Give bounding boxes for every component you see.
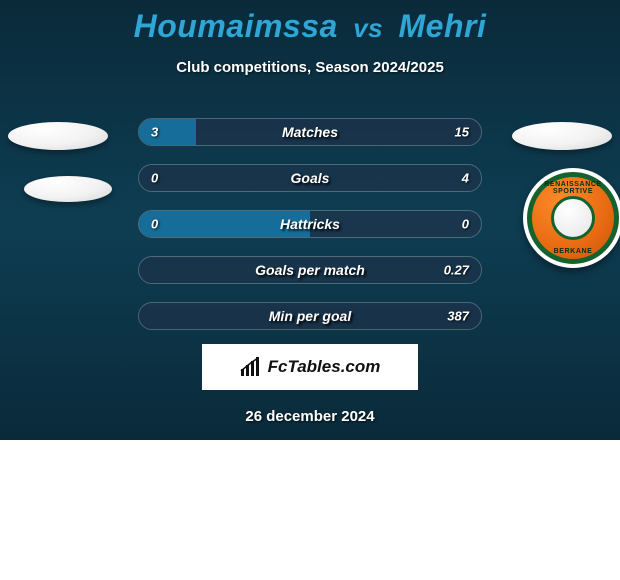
- avatar-placeholder-left-1: [8, 122, 108, 150]
- stat-label: Hattricks: [280, 216, 340, 232]
- subtitle: Club competitions, Season 2024/2025: [0, 59, 620, 76]
- stat-label: Matches: [282, 124, 338, 140]
- brand-box[interactable]: FcTables.com: [202, 344, 418, 390]
- club-badge: RENAISSANCE SPORTIVE BERKANE: [523, 168, 620, 268]
- player2-name: Mehri: [399, 8, 487, 44]
- brand-bars-icon: [240, 357, 264, 377]
- vs-text: vs: [353, 13, 383, 43]
- avatar-placeholder-right: [512, 122, 612, 150]
- stat-value-left: 0: [151, 171, 158, 186]
- club-badge-ring: RENAISSANCE SPORTIVE BERKANE: [527, 172, 619, 264]
- stat-bar-right: [196, 119, 481, 145]
- title: Houmaimssa vs Mehri: [0, 0, 620, 45]
- stat-row: 3 Matches 15: [138, 118, 482, 146]
- stat-value-left: 0: [151, 217, 158, 232]
- player1-name: Houmaimssa: [134, 8, 338, 44]
- stat-label: Min per goal: [269, 308, 351, 324]
- stat-row: Goals per match 0.27: [138, 256, 482, 284]
- stat-value-right: 0: [462, 217, 469, 232]
- stat-value-right: 4: [462, 171, 469, 186]
- stat-label: Goals per match: [255, 262, 365, 278]
- stat-row: Min per goal 387: [138, 302, 482, 330]
- avatar-placeholder-left-2: [24, 176, 112, 202]
- stat-bar-left: [139, 119, 196, 145]
- stat-value-right: 387: [447, 309, 469, 324]
- stat-value-right: 0.27: [444, 263, 469, 278]
- brand-text: FcTables.com: [268, 357, 381, 377]
- club-badge-inner: [551, 196, 595, 240]
- stat-row: 0 Goals 4: [138, 164, 482, 192]
- comparison-card: Houmaimssa vs Mehri Club competitions, S…: [0, 0, 620, 440]
- badge-text-bottom: BERKANE: [532, 248, 614, 255]
- stat-label: Goals: [291, 170, 330, 186]
- date-text: 26 december 2024: [0, 408, 620, 425]
- stat-value-right: 15: [455, 125, 469, 140]
- badge-text-top: RENAISSANCE SPORTIVE: [532, 181, 614, 195]
- stat-value-left: 3: [151, 125, 158, 140]
- stat-row: 0 Hattricks 0: [138, 210, 482, 238]
